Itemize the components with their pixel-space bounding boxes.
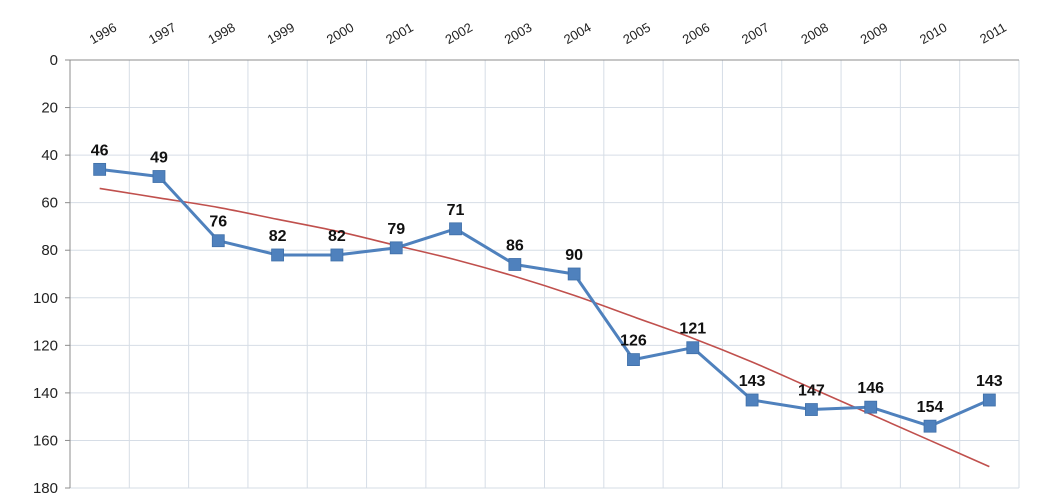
data-label: 82 — [269, 228, 287, 245]
data-label: 79 — [387, 221, 405, 238]
data-label: 90 — [565, 247, 583, 264]
data-point-marker — [686, 341, 700, 355]
x-tick-label: 2009 — [858, 20, 891, 47]
data-point-marker — [271, 248, 284, 262]
data-label: 143 — [976, 373, 1003, 390]
data-labels: 46 49 76 82 82 79 71 86 90 126 121 143 147 146 154 143 — [91, 142, 1003, 416]
data-label: 86 — [506, 237, 524, 254]
y-tick-label: 0 — [50, 52, 58, 69]
data-point-marker — [982, 393, 996, 407]
data-label: 46 — [91, 142, 109, 159]
data-label: 146 — [857, 380, 884, 397]
x-tick-label: 1999 — [265, 20, 298, 47]
data-label: 121 — [679, 321, 706, 338]
y-tick-label: 100 — [33, 290, 58, 307]
data-label: 143 — [739, 373, 766, 390]
x-tick-label: 2008 — [798, 20, 831, 47]
x-tick-label: 1997 — [146, 20, 179, 47]
x-tick-label: 2004 — [561, 20, 594, 47]
axes — [65, 59, 1019, 489]
grid — [69, 59, 1020, 489]
data-label: 147 — [798, 383, 825, 400]
x-tick-label: 1998 — [205, 20, 238, 47]
x-tick-label: 2011 — [977, 20, 1009, 47]
data-point-marker — [389, 241, 403, 255]
data-label: 154 — [917, 399, 944, 416]
series-line — [99, 167, 990, 428]
data-point-marker — [152, 170, 166, 183]
data-point-marker — [330, 248, 344, 262]
data-point-marker — [805, 403, 818, 416]
x-tick-label: 2003 — [502, 20, 535, 47]
data-point-marker — [211, 234, 225, 248]
y-tick-labels: 0 20 40 60 80 100 120 140 160 180 — [33, 52, 58, 497]
x-tick-labels: 1996 1997 1998 1999 2000 2001 2002 2003 2004 2005… — [87, 20, 1009, 47]
data-point-marker — [864, 400, 878, 414]
y-tick-label: 80 — [41, 242, 58, 259]
data-point-marker — [745, 393, 759, 407]
x-tick-label: 2001 — [383, 20, 416, 47]
series-layer — [93, 162, 996, 433]
data-point-marker — [627, 353, 640, 367]
y-tick-label: 140 — [33, 385, 58, 402]
x-tick-label: 2000 — [324, 20, 357, 47]
data-label: 71 — [447, 202, 465, 219]
x-tick-label: 2007 — [739, 20, 772, 47]
y-tick-label: 40 — [41, 147, 58, 164]
x-tick-label: 2006 — [680, 20, 713, 47]
y-tick-label: 20 — [41, 100, 58, 117]
data-point-marker — [923, 419, 937, 433]
x-tick-label: 1996 — [87, 20, 120, 47]
data-point-marker — [449, 222, 462, 236]
y-tick-label: 180 — [33, 480, 58, 497]
data-label: 49 — [150, 150, 168, 167]
data-label: 82 — [328, 228, 346, 245]
data-point-marker — [93, 162, 107, 176]
data-point-marker — [508, 258, 522, 271]
y-tick-label: 120 — [33, 337, 58, 354]
data-label: 126 — [620, 333, 647, 350]
x-tick-label: 2010 — [917, 20, 950, 47]
y-tick-label: 160 — [33, 432, 58, 449]
data-point-marker — [567, 267, 581, 281]
data-label: 76 — [209, 214, 227, 231]
x-tick-label: 2002 — [442, 20, 475, 47]
y-tick-label: 60 — [41, 195, 58, 212]
x-tick-label: 2005 — [620, 20, 653, 47]
